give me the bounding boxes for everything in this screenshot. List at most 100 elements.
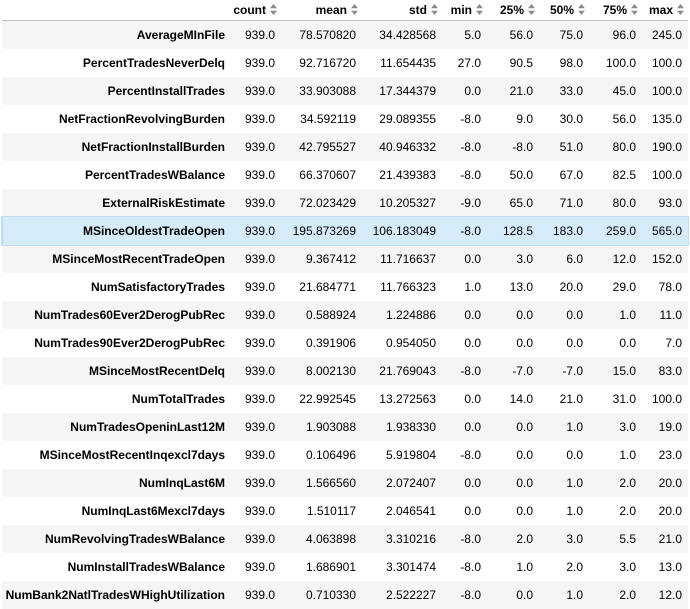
sort-arrows-icon[interactable] bbox=[476, 4, 483, 15]
table-row[interactable]: NumTrades90Ever2DerogPubRec 939.0 0.391906… bbox=[2, 328, 688, 357]
cell-max: 135.0 bbox=[642, 104, 688, 133]
cell-25pct: 0.0 bbox=[487, 300, 539, 329]
cell-min: -8.0 bbox=[442, 440, 487, 469]
cell-mean: 8.002130 bbox=[281, 356, 362, 385]
index-header bbox=[2, 0, 231, 21]
sort-arrows-icon[interactable] bbox=[631, 4, 638, 15]
cell-75pct: 1.0 bbox=[589, 440, 642, 469]
column-header-25pct[interactable]: 25% bbox=[487, 0, 539, 21]
cell-min: -8.0 bbox=[442, 216, 487, 245]
column-header-std[interactable]: std bbox=[362, 0, 442, 21]
table-row[interactable]: NumInqLast6M 939.0 1.566560 2.072407 0.0 0.0 1… bbox=[2, 468, 688, 497]
column-header-min[interactable]: min bbox=[442, 0, 487, 21]
cell-count: 939.0 bbox=[231, 20, 281, 49]
cell-min: 0.0 bbox=[442, 300, 487, 329]
column-header-75pct[interactable]: 75% bbox=[589, 0, 642, 21]
cell-std: 11.654435 bbox=[362, 48, 442, 77]
table-row[interactable]: MSinceOldestTradeOpen 939.0 195.873269 106.… bbox=[1, 215, 689, 246]
table-row[interactable]: NumSatisfactoryTrades 939.0 21.684771 11.76… bbox=[2, 272, 688, 301]
cell-std: 17.344379 bbox=[362, 76, 442, 105]
table-row[interactable]: MSinceMostRecentDelq 939.0 8.002130 21.7690… bbox=[2, 356, 688, 385]
cell-mean: 1.510117 bbox=[281, 496, 362, 525]
cell-std: 10.205327 bbox=[362, 188, 442, 217]
column-header-max[interactable]: max bbox=[642, 0, 688, 21]
cell-std: 13.272563 bbox=[362, 384, 442, 413]
table-row[interactable]: NumTradesOpeninLast12M 939.0 1.903088 1.938… bbox=[2, 412, 688, 441]
cell-mean: 1.903088 bbox=[281, 412, 362, 441]
table-row[interactable]: MSinceMostRecentTradeOpen 939.0 9.367412 11… bbox=[2, 244, 688, 273]
cell-75pct: 5.5 bbox=[589, 524, 642, 553]
cell-50pct: 6.0 bbox=[539, 244, 589, 273]
cell-std: 34.428568 bbox=[362, 20, 442, 49]
cell-count: 939.0 bbox=[231, 552, 281, 581]
cell-max: 190.0 bbox=[642, 132, 688, 161]
sort-arrows-icon[interactable] bbox=[677, 4, 684, 15]
sort-arrows-icon[interactable] bbox=[431, 4, 438, 15]
cell-std: 2.522227 bbox=[362, 580, 442, 609]
table-row[interactable]: NumTotalTrades 939.0 22.992545 13.272563 0.0… bbox=[2, 384, 688, 413]
table-row[interactable]: NetFractionRevolvingBurden 939.0 34.592119… bbox=[2, 104, 688, 133]
cell-std: 1.224886 bbox=[362, 300, 442, 329]
table-row[interactable]: NumTrades60Ever2DerogPubRec 939.0 0.588924… bbox=[2, 300, 688, 329]
row-label: NumRevolvingTradesWBalance bbox=[2, 524, 231, 553]
table-row[interactable]: MSinceMostRecentInqexcl7days 939.0 0.10649… bbox=[2, 440, 688, 469]
row-label: NumInqLast6M bbox=[2, 468, 231, 497]
cell-std: 3.301474 bbox=[362, 552, 442, 581]
table-row[interactable]: PercentTradesNeverDelq 939.0 92.716720 11.6… bbox=[2, 48, 688, 77]
sort-arrows-icon[interactable] bbox=[270, 4, 277, 15]
row-label: AverageMInFile bbox=[2, 20, 231, 49]
cell-50pct: 33.0 bbox=[539, 76, 589, 105]
cell-mean: 42.795527 bbox=[281, 132, 362, 161]
cell-std: 0.954050 bbox=[362, 328, 442, 357]
cell-count: 939.0 bbox=[231, 48, 281, 77]
cell-50pct: 20.0 bbox=[539, 272, 589, 301]
cell-count: 939.0 bbox=[231, 188, 281, 217]
table-row[interactable]: PercentTradesWBalance 939.0 66.370607 21.43… bbox=[2, 160, 688, 189]
table-row[interactable]: AverageMInFile 939.0 78.570820 34.428568 5.0… bbox=[2, 20, 688, 49]
column-header-label: count bbox=[233, 3, 266, 17]
column-header-50pct[interactable]: 50% bbox=[539, 0, 589, 21]
cell-max: 565.0 bbox=[642, 216, 688, 245]
cell-75pct: 15.0 bbox=[589, 356, 642, 385]
column-header-mean[interactable]: mean bbox=[281, 0, 362, 21]
table-row[interactable]: NetFractionInstallBurden 939.0 42.795527 40… bbox=[2, 132, 688, 161]
row-label: NumTrades60Ever2DerogPubRec bbox=[2, 300, 231, 329]
row-label: NumSatisfactoryTrades bbox=[2, 272, 231, 301]
cell-std: 21.439383 bbox=[362, 160, 442, 189]
table-row[interactable]: ExternalRiskEstimate 939.0 72.023429 10.205… bbox=[2, 188, 688, 217]
table-body: AverageMInFile 939.0 78.570820 34.428568 5.0… bbox=[1, 20, 689, 609]
column-header-label: max bbox=[648, 3, 673, 17]
sort-arrows-icon[interactable] bbox=[578, 4, 585, 15]
cell-mean: 1.686901 bbox=[281, 552, 362, 581]
table-row[interactable]: PercentInstallTrades 939.0 33.903088 17.344… bbox=[2, 76, 688, 105]
cell-50pct: 3.0 bbox=[539, 524, 589, 553]
cell-mean: 0.391906 bbox=[281, 328, 362, 357]
cell-50pct: 2.0 bbox=[539, 552, 589, 581]
sort-arrows-icon[interactable] bbox=[528, 4, 535, 15]
column-header-label: min bbox=[450, 3, 472, 17]
column-header-label: 50% bbox=[549, 3, 574, 17]
cell-25pct: 0.0 bbox=[487, 580, 539, 609]
sort-arrows-icon[interactable] bbox=[351, 4, 358, 15]
row-label: NetFractionRevolvingBurden bbox=[2, 104, 231, 133]
cell-min: 0.0 bbox=[442, 328, 487, 357]
cell-max: 23.0 bbox=[642, 440, 688, 469]
table-row[interactable]: NumInqLast6Mexcl7days 939.0 1.510117 2.0465… bbox=[2, 496, 688, 525]
cell-min: -8.0 bbox=[442, 552, 487, 581]
cell-count: 939.0 bbox=[231, 580, 281, 609]
cell-75pct: 45.0 bbox=[589, 76, 642, 105]
cell-50pct: 0.0 bbox=[539, 300, 589, 329]
table-row[interactable]: NumBank2NatlTradesWHighUtilization 939.0 0… bbox=[2, 580, 688, 609]
cell-max: 12.0 bbox=[642, 580, 688, 609]
cell-mean: 0.710330 bbox=[281, 580, 362, 609]
cell-count: 939.0 bbox=[231, 440, 281, 469]
cell-min: 1.0 bbox=[442, 272, 487, 301]
column-header-count[interactable]: count bbox=[231, 0, 281, 21]
cell-75pct: 56.0 bbox=[589, 104, 642, 133]
cell-25pct: 13.0 bbox=[487, 272, 539, 301]
table-row[interactable]: NumRevolvingTradesWBalance 939.0 4.063898 3… bbox=[2, 524, 688, 553]
cell-75pct: 80.0 bbox=[589, 188, 642, 217]
cell-25pct: -7.0 bbox=[487, 356, 539, 385]
table-row[interactable]: NumInstallTradesWBalance 939.0 1.686901 3.3… bbox=[2, 552, 688, 581]
cell-std: 21.769043 bbox=[362, 356, 442, 385]
